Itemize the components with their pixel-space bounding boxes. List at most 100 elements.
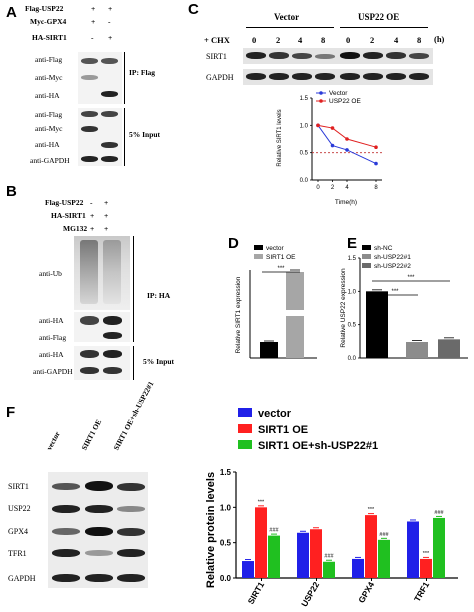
a-input-row-2: anti-Myc <box>35 124 63 133</box>
a-input-bracket <box>124 108 125 166</box>
f-ytick-label: 0.0 <box>220 574 232 583</box>
a-cond-2: Myc-GPX4 <box>30 17 67 26</box>
c-unit: (h) <box>434 34 445 44</box>
f-annotation: *** <box>368 507 375 513</box>
c-tp-1: 0 <box>252 35 257 45</box>
b-input-label: 5% Input <box>143 357 175 366</box>
c-sirt1-blot <box>243 48 433 64</box>
e-ytick-label: 1.0 <box>348 289 357 295</box>
d-sig-star: *** <box>277 266 285 272</box>
b-ip-label: IP: HA <box>147 291 171 300</box>
c-group-1-line <box>246 27 334 28</box>
f-legend-1-swatch <box>238 408 252 417</box>
b-cond-2: HA-SIRT1 <box>51 211 86 220</box>
b-band <box>103 367 122 374</box>
c-band <box>409 73 429 80</box>
d-legend-sirt1-swatch <box>254 254 263 259</box>
b-band <box>80 367 99 374</box>
c-group-2: USP22 OE <box>358 12 400 22</box>
a-input-row-4: anti-GAPDH <box>30 156 70 165</box>
f-lane-1: vector <box>44 429 62 452</box>
c-ytick-label: 0.0 <box>300 178 309 184</box>
c-tp-7: 4 <box>394 35 399 45</box>
f-bar <box>297 532 309 578</box>
panel-a-label: A <box>6 4 17 21</box>
a-cond-1-v2: + <box>108 4 113 13</box>
f-bar <box>420 558 432 578</box>
f-annotation: ### <box>379 532 389 538</box>
f-xtick-label: TRF1 <box>412 580 431 604</box>
f-band <box>117 549 145 557</box>
panel-d-label: D <box>228 235 239 252</box>
a-input-row-1: anti-Flag <box>35 110 63 119</box>
b-ub-smear <box>80 240 98 304</box>
c-xtick-label: 2 <box>331 185 335 191</box>
c-band <box>386 52 406 59</box>
d-legend-sirt1: SIRT1 OE <box>266 254 296 261</box>
d-bar <box>286 316 304 358</box>
b-cond-3-v1: + <box>90 224 95 233</box>
f-band <box>85 550 113 556</box>
f-legend-2: SIRT1 OE <box>258 424 308 436</box>
c-data-point <box>316 123 320 128</box>
a-band <box>101 58 118 64</box>
c-band <box>292 73 312 80</box>
f-lane-3: SIRT1 OE+sh-USP22#1 <box>111 379 156 452</box>
c-xtick-label: 8 <box>374 185 378 191</box>
c-band <box>386 73 406 80</box>
e-ytick-label: 0.0 <box>348 356 357 362</box>
a-band <box>81 126 98 132</box>
e-legend-2: sh-USP22#1 <box>374 254 411 261</box>
panel-e-label: E <box>347 235 358 252</box>
d-legend-vector-swatch <box>254 245 263 250</box>
f-band <box>52 528 80 535</box>
a-cond-1: Flag-USP22 <box>25 4 64 13</box>
e-legend-1-swatch <box>362 245 371 250</box>
f-band <box>85 574 113 582</box>
b-cond-1: Flag-USP22 <box>45 198 84 207</box>
f-legend-2-swatch <box>238 424 252 433</box>
c-band <box>409 53 429 59</box>
c-data-point <box>345 137 349 141</box>
c-ylabel: Relative SIRT1 levels <box>277 109 283 166</box>
c-xtick-label: 0 <box>316 185 320 191</box>
c-data-point <box>330 126 335 130</box>
panel-f-label: F <box>6 404 16 421</box>
e-legend-2-swatch <box>362 254 371 259</box>
c-tp-5: 0 <box>346 35 351 45</box>
b-cond-2-v1: + <box>90 211 95 220</box>
a-cond-2-v2: - <box>108 17 111 26</box>
f-row-2: USP22 <box>8 504 31 513</box>
b-band <box>80 316 99 325</box>
f-band <box>85 505 113 513</box>
c-ytick-label: 1.5 <box>300 96 309 102</box>
b-cond-1-v1: - <box>90 198 93 207</box>
f-bar <box>323 561 335 578</box>
a-band <box>101 142 118 148</box>
f-legend-1: vector <box>258 408 292 420</box>
a-band <box>101 111 118 117</box>
d-bar <box>260 342 278 358</box>
f-row-1: SIRT1 <box>8 482 29 491</box>
f-band <box>85 481 113 491</box>
c-band <box>269 73 289 80</box>
f-bar <box>352 558 364 578</box>
c-data-point <box>330 143 335 148</box>
f-xtick-label: GPX4 <box>356 580 376 605</box>
c-data-point <box>374 161 378 166</box>
c-band <box>292 53 312 59</box>
f-bar <box>310 529 322 578</box>
c-chx-label: + CHX <box>204 35 230 45</box>
e-bar <box>438 339 460 358</box>
a-band <box>81 58 98 64</box>
f-annotation: ### <box>269 528 279 534</box>
c-band <box>315 54 335 59</box>
c-band <box>246 52 266 59</box>
e-bar <box>366 291 388 358</box>
c-tp-6: 2 <box>370 35 375 45</box>
f-annotation: *** <box>423 551 430 557</box>
panel-c-label: C <box>188 1 199 18</box>
f-ytick-label: 1.0 <box>220 503 232 512</box>
b-cond-1-v2: + <box>104 198 109 207</box>
